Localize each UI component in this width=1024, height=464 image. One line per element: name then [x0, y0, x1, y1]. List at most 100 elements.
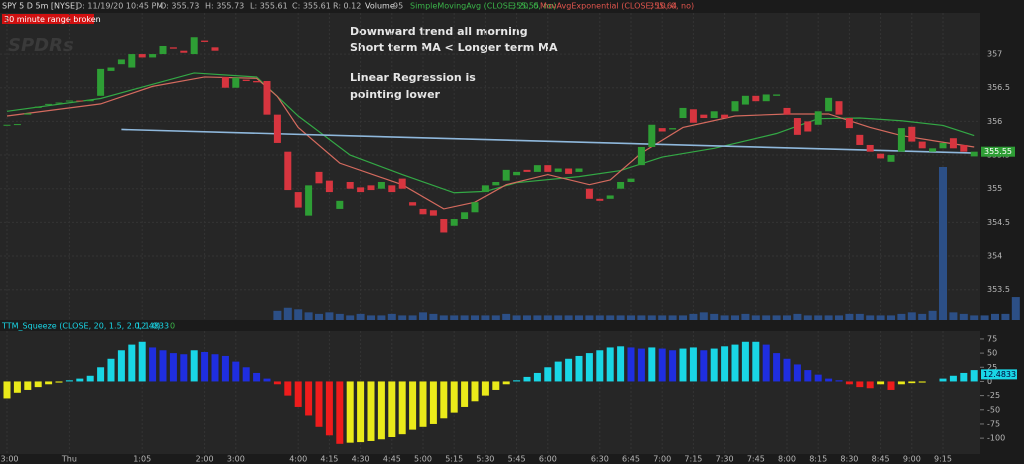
- squeeze-bar: [169, 353, 177, 382]
- squeeze-bar: [835, 380, 843, 382]
- volume-bar: [543, 315, 552, 320]
- squeeze-bar: [232, 361, 240, 382]
- candle: [804, 121, 812, 132]
- candle: [783, 107, 791, 115]
- volume-bar: [325, 312, 334, 320]
- candle: [429, 210, 437, 216]
- candle: [617, 181, 625, 189]
- candle: [908, 126, 916, 142]
- squeeze-bar: [138, 341, 146, 382]
- ma-line: [6, 76, 975, 210]
- candle: [513, 171, 521, 176]
- volume-bar: [918, 313, 927, 320]
- volume-bar: [793, 313, 802, 320]
- date: D: 11/19/20 10:45 PM: [76, 2, 163, 11]
- squeeze-bar: [107, 358, 115, 382]
- squeeze-bar: [866, 381, 874, 389]
- candle: [700, 114, 708, 119]
- volume-bar: [783, 315, 791, 320]
- candle: [533, 165, 541, 172]
- candle: [845, 118, 853, 129]
- volume-bar: [1011, 297, 1020, 320]
- volume-bar: [595, 315, 604, 320]
- y-tick-label: -100: [987, 434, 1005, 443]
- candle: [242, 79, 250, 81]
- squeeze-bar: [658, 348, 666, 382]
- x-tick-label: 8:00: [778, 455, 796, 464]
- squeeze-bar: [970, 370, 978, 382]
- volume-bar: [377, 315, 386, 320]
- volume-bar: [772, 315, 781, 320]
- candle: [627, 178, 635, 182]
- candle: [544, 165, 552, 172]
- y-tick-label: -25: [987, 391, 1000, 400]
- close: C: 355.61: [292, 2, 331, 11]
- squeeze-bar: [773, 353, 781, 382]
- squeeze-bar: [877, 381, 885, 385]
- annotation: Downward trend all morning: [350, 25, 528, 38]
- squeeze-signal: 0: [170, 322, 175, 331]
- squeeze-bar: [97, 367, 105, 382]
- candle: [24, 113, 32, 115]
- volume-bar: [585, 315, 594, 320]
- volume-bar: [356, 313, 365, 320]
- squeeze-bar: [502, 381, 510, 385]
- candle: [461, 212, 469, 220]
- x-tick-label: 7:00: [653, 455, 671, 464]
- candle: [65, 100, 73, 102]
- volume-bar: [502, 313, 511, 320]
- squeeze-bar: [221, 355, 229, 382]
- squeeze-bar: [409, 381, 417, 430]
- candle: [221, 76, 229, 88]
- volume-bar: [533, 315, 542, 320]
- y-tick-label: 353.5: [987, 285, 1010, 294]
- squeeze-bar: [908, 381, 916, 384]
- candle: [689, 109, 697, 123]
- y-tick-label: 354: [987, 252, 1002, 261]
- squeeze-bar: [575, 355, 583, 382]
- annotation: Linear Regression is: [350, 71, 476, 84]
- squeeze-bar: [45, 381, 53, 385]
- candle: [149, 54, 157, 58]
- squeeze-bar: [856, 381, 864, 388]
- candle: [502, 169, 510, 181]
- candle: [159, 45, 167, 55]
- squeeze-bar: [325, 381, 333, 436]
- x-tick-label: 4:45: [383, 455, 401, 464]
- volume-bar: [980, 315, 989, 320]
- x-tick-label: 5:15: [445, 455, 463, 464]
- volume-bar: [699, 312, 708, 320]
- volume-label: Volume: [365, 2, 395, 11]
- squeeze-bar: [305, 381, 313, 416]
- candle: [45, 103, 53, 105]
- volume-bar: [658, 315, 667, 320]
- squeeze-bar: [117, 350, 125, 382]
- candle: [658, 128, 666, 132]
- volume-bar: [824, 315, 833, 320]
- volume-bar: [575, 315, 583, 320]
- y-tick-label: 0: [987, 377, 992, 386]
- squeeze-bar: [523, 376, 531, 382]
- candle: [232, 77, 240, 88]
- volume-bar: [606, 315, 615, 320]
- squeeze-bar: [565, 358, 573, 382]
- volume-bar: [481, 315, 490, 320]
- squeeze-bar: [211, 354, 219, 382]
- volume-bar: [970, 315, 979, 320]
- volume-bar: [554, 315, 563, 320]
- low: L: 355.61: [250, 2, 288, 11]
- x-tick-label: 3:00: [227, 455, 245, 464]
- candle: [918, 141, 926, 149]
- candle: [679, 107, 687, 119]
- candle: [887, 155, 895, 162]
- x-tick-label: 4:15: [320, 455, 338, 464]
- volume-bar: [408, 315, 417, 320]
- squeeze-bar: [190, 350, 198, 382]
- y-tick-label: -75: [987, 419, 1000, 428]
- candle: [284, 151, 292, 191]
- y-tick-label: 355: [987, 184, 1002, 193]
- x-tick-label: Thu: [61, 455, 77, 464]
- candle: [388, 185, 396, 193]
- squeeze-bar: [398, 381, 406, 435]
- volume-bar: [876, 315, 885, 320]
